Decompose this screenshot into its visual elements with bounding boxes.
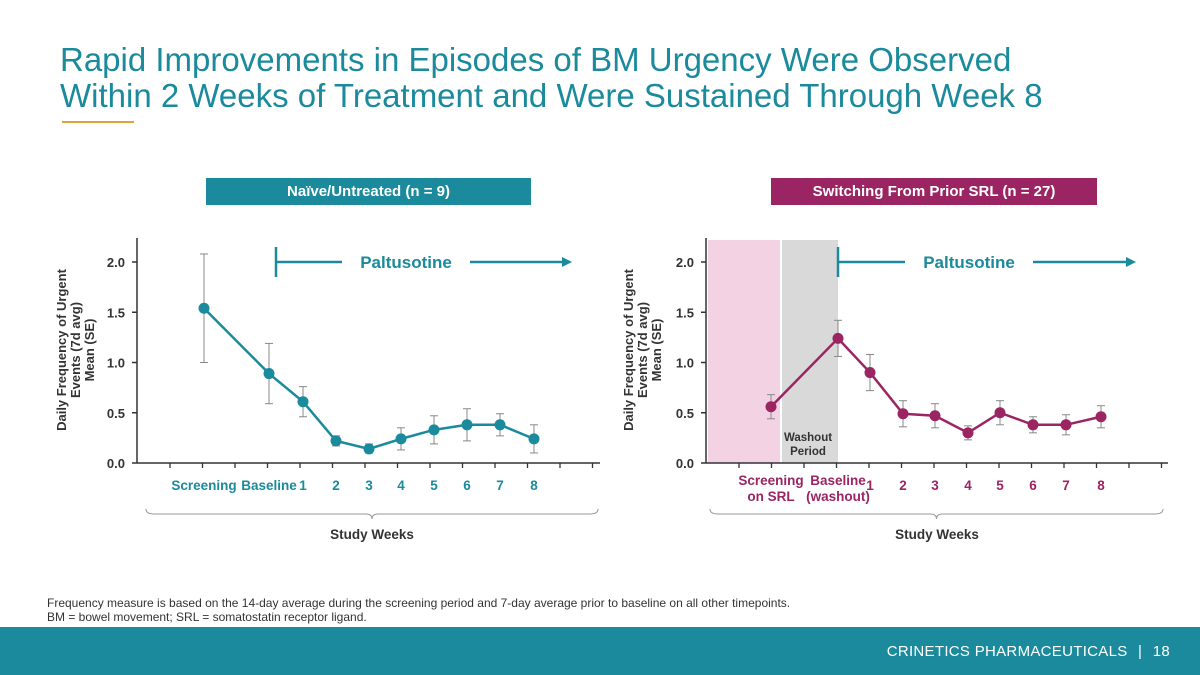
annotation-arrowhead xyxy=(1126,257,1136,267)
footer-bar: CRINETICS PHARMACEUTICALS | 18 xyxy=(0,627,1200,675)
footer-page-number: 18 xyxy=(1152,643,1170,660)
data-point xyxy=(297,396,309,408)
x-category-label: 4 xyxy=(964,478,972,493)
washout-label: Washout xyxy=(784,432,832,444)
x-category-label: 5 xyxy=(430,478,438,493)
x-category-label: 3 xyxy=(931,478,939,493)
data-point xyxy=(864,367,876,379)
data-point xyxy=(897,408,909,420)
x-category-label: 7 xyxy=(1062,478,1070,493)
annotation-label: Paltusotine xyxy=(923,253,1015,272)
data-point xyxy=(395,433,407,445)
title-line-1: Rapid Improvements in Episodes of BM Urg… xyxy=(60,41,1012,78)
data-point xyxy=(330,435,342,447)
x-axis-brace xyxy=(145,508,599,520)
footnote-line-2: BM = bowel movement; SRL = somatostatin … xyxy=(47,610,367,624)
x-category-label: 8 xyxy=(1097,478,1105,493)
x-category-label: 1 xyxy=(299,478,307,493)
y-tick-label: 2.0 xyxy=(107,255,125,270)
data-point xyxy=(765,401,777,413)
x-category-label: 8 xyxy=(530,478,538,493)
y-tick-label: 1.0 xyxy=(676,356,694,371)
x-category-label: 7 xyxy=(496,478,504,493)
y-tick-label: 1.5 xyxy=(676,305,694,320)
panel-label-switching: Switching From Prior SRL (n = 27) xyxy=(771,178,1097,205)
series-line xyxy=(770,336,1102,435)
x-category-label: 6 xyxy=(1029,478,1037,493)
data-point xyxy=(1060,419,1072,431)
data-point xyxy=(461,419,473,431)
annotation-label: Paltusotine xyxy=(360,253,452,272)
washout-label: Period xyxy=(790,446,826,458)
data-point xyxy=(962,427,974,439)
annotation-arrowhead xyxy=(562,257,572,267)
y-axis-label: Daily Frequency of Urgent xyxy=(54,268,69,430)
y-tick-label: 0.0 xyxy=(676,456,694,471)
shaded-region-0 xyxy=(708,240,780,463)
x-category-label: (washout) xyxy=(806,489,870,504)
y-tick-label: 1.5 xyxy=(107,305,125,320)
x-category-label: Screening xyxy=(738,473,803,488)
data-point xyxy=(994,407,1006,419)
x-category-label: 6 xyxy=(463,478,471,493)
x-axis-label: Study Weeks xyxy=(895,527,979,542)
x-category-label: on SRL xyxy=(747,489,794,504)
x-axis-brace xyxy=(709,508,1164,520)
x-category-label: Baseline xyxy=(810,473,866,488)
y-axis-label: Events (7d avg) xyxy=(68,302,83,398)
y-axis-label: Events (7d avg) xyxy=(635,302,650,398)
title-line-2: Within 2 Weeks of Treatment and Were Sus… xyxy=(60,77,1043,114)
data-point xyxy=(198,302,210,314)
x-category-label: 2 xyxy=(899,478,907,493)
data-point xyxy=(929,410,941,422)
title-underline xyxy=(62,121,134,123)
y-axis-label: Mean (SE) xyxy=(82,319,97,382)
x-category-label: 1 xyxy=(866,478,874,493)
x-category-label: Screening xyxy=(171,478,236,493)
data-point xyxy=(1027,419,1039,431)
x-category-label: 3 xyxy=(365,478,373,493)
page-title: Rapid Improvements in Episodes of BM Urg… xyxy=(60,42,1180,114)
footer-text: CRINETICS PHARMACEUTICALS | 18 xyxy=(887,643,1170,660)
data-point xyxy=(428,424,440,436)
y-tick-label: 2.0 xyxy=(676,255,694,270)
y-axis-label: Daily Frequency of Urgent xyxy=(621,268,636,430)
charts-canvas: 0.0 0.5 1.0 1.5 2.0 Daily Frequency of Urgent… xyxy=(54,238,1168,542)
series-line xyxy=(203,307,535,451)
data-point xyxy=(1095,411,1107,423)
y-tick-label: 0.5 xyxy=(676,406,694,421)
footer-separator: | xyxy=(1138,643,1143,660)
x-category-label: 5 xyxy=(996,478,1004,493)
y-tick-label: 0.0 xyxy=(107,456,125,471)
panel-label-naive: Naïve/Untreated (n = 9) xyxy=(206,178,531,205)
shaded-region-1 xyxy=(782,240,838,463)
footer-company: CRINETICS PHARMACEUTICALS xyxy=(886,643,1128,660)
x-category-label: 4 xyxy=(397,478,405,493)
y-axis-label: Mean (SE) xyxy=(649,319,664,382)
footnote-line-1: Frequency measure is based on the 14-day… xyxy=(47,596,791,610)
data-point xyxy=(263,368,275,380)
data-point xyxy=(832,332,844,344)
data-point xyxy=(363,443,375,455)
footnote: Frequency measure is based on the 14-day… xyxy=(47,596,790,624)
x-category-label: 2 xyxy=(332,478,340,493)
x-axis-label: Study Weeks xyxy=(330,527,414,542)
data-point xyxy=(494,419,506,431)
x-category-label: Baseline xyxy=(241,478,297,493)
y-tick-label: 0.5 xyxy=(107,406,125,421)
y-tick-label: 1.0 xyxy=(107,356,125,371)
data-point xyxy=(528,433,540,445)
